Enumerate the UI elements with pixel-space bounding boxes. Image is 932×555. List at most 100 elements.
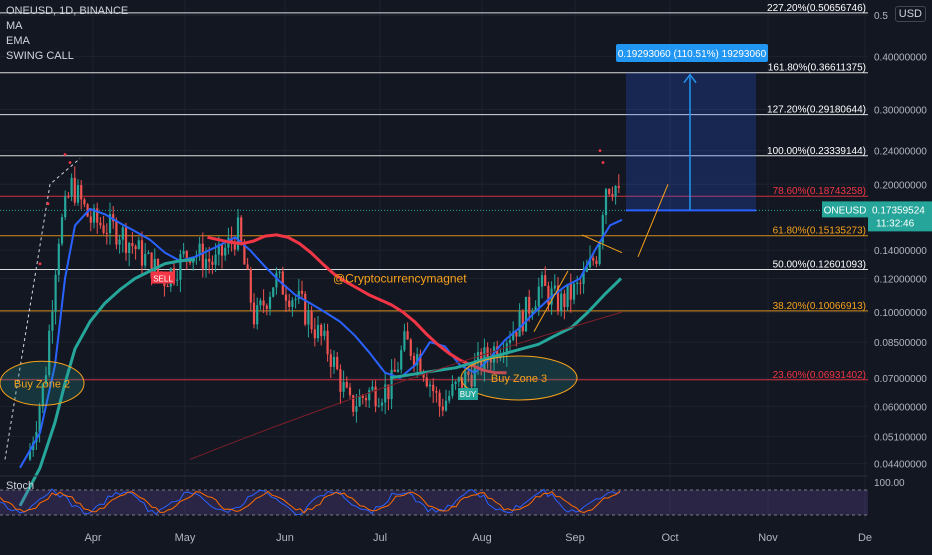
long-ma-line — [189, 311, 623, 460]
candle-body — [377, 405, 380, 407]
price-tick-label: 0.04400000 — [874, 460, 927, 471]
stoch-legend[interactable]: Stoch — [6, 480, 35, 492]
candle-body — [246, 264, 249, 270]
stoch-band — [0, 490, 868, 515]
candle-body — [284, 294, 288, 301]
candle-body — [409, 339, 412, 356]
buy-zone-2-label: Buy Zone 2 — [14, 378, 70, 390]
candle-body — [268, 296, 272, 309]
time-tick-label: Nov — [758, 532, 778, 544]
candle-body — [569, 283, 572, 300]
candle-body — [121, 227, 124, 240]
candle-body — [416, 354, 419, 366]
time-tick-label: Sep — [565, 532, 585, 544]
legend-swing-call[interactable]: SWING CALL — [6, 50, 74, 62]
price-tick-label: 0.08500000 — [874, 338, 927, 349]
moving-averages — [4, 158, 623, 507]
candle-body — [204, 258, 208, 269]
candle-body — [288, 300, 291, 307]
fib-label: 38.20%(0.10066913) — [773, 301, 866, 312]
legend-ema[interactable]: EMA — [6, 35, 30, 47]
fib-label: 100.00%(0.23339144) — [767, 146, 866, 157]
candle-body — [585, 267, 588, 272]
stoch-k-line — [0, 488, 621, 516]
candle-body — [582, 271, 585, 284]
candle-body — [540, 275, 544, 287]
candle-body — [48, 330, 51, 376]
candle-body — [499, 354, 502, 359]
price-tick-label: 0.12000000 — [874, 275, 927, 286]
candle-body — [352, 395, 355, 412]
candle-body — [118, 239, 121, 245]
candle-body — [374, 386, 377, 407]
candle-body — [524, 296, 528, 332]
currency-badge[interactable]: USD — [894, 6, 926, 22]
candle-body — [233, 241, 236, 250]
time-axis[interactable]: Apr May Jun Jul Aug Sep Oct Nov De — [0, 475, 872, 544]
candle-body — [560, 293, 563, 312]
candle-body — [361, 395, 364, 399]
candle-body — [278, 271, 281, 273]
candle-body — [339, 369, 342, 392]
price-badge — [868, 201, 932, 232]
candle-body — [566, 283, 569, 307]
candle-body — [211, 261, 214, 265]
candle-body — [342, 382, 345, 392]
candle-body — [601, 215, 604, 243]
candle-body — [521, 311, 524, 332]
candle-body — [80, 185, 83, 200]
candle-body — [124, 227, 128, 253]
candle-body — [512, 331, 515, 341]
candle-body — [198, 243, 201, 256]
chart-legend: ONEUSD, 1D, BINANCE MA EMA SWING CALL — [6, 4, 128, 64]
candle-body — [60, 217, 64, 244]
candle-body — [294, 299, 297, 301]
stoch-pane: 100.00 — [0, 478, 905, 516]
candle-body — [147, 252, 150, 254]
price-tick-label: 0.07000000 — [874, 374, 927, 385]
time-tick-label: Apr — [84, 532, 101, 544]
candle-body — [364, 398, 368, 401]
grid — [0, 0, 868, 520]
legend-symbol[interactable]: ONEUSD, 1D, BINANCE — [6, 5, 129, 17]
candle-body — [467, 371, 470, 375]
candle-body — [150, 252, 153, 279]
buy-signal-box — [458, 388, 478, 401]
candle-body — [432, 384, 435, 392]
candle-body — [537, 286, 540, 307]
candle-body — [556, 285, 560, 312]
candle-body — [608, 189, 611, 195]
time-tick-label: May — [175, 532, 196, 544]
candle-body — [128, 242, 131, 253]
candle-body — [208, 258, 211, 262]
price-axis[interactable]: 0.5 0.40000000 0.30000000 0.24000000 0.20000… — [874, 11, 927, 470]
legend-ma[interactable]: MA — [6, 20, 23, 32]
candle-body — [156, 258, 160, 272]
trend-arrow — [581, 234, 623, 254]
candle-body — [179, 254, 182, 280]
candle-body — [336, 356, 339, 370]
time-tick-label: De — [858, 532, 872, 544]
buy-zone-3-ellipse — [460, 355, 578, 401]
candle-body — [201, 243, 204, 269]
price-range-tool[interactable]: 0.19293060 (110.51%) 19293060 — [616, 44, 768, 212]
candle-body — [604, 189, 608, 216]
price-badge-value: 0.17359524 — [872, 205, 925, 216]
candle-body — [400, 350, 403, 370]
trend-arrow — [637, 184, 669, 257]
candle-body — [105, 232, 108, 234]
last-price-badge: ONEUSD 0.17359524 11:32:46 — [822, 201, 932, 232]
candle-body — [412, 355, 416, 366]
buy-zone-2-ellipse — [0, 360, 85, 406]
candle-body — [438, 392, 441, 407]
candle-body — [473, 362, 476, 387]
price-tick-label: 0.24000000 — [874, 147, 927, 158]
candle-body — [236, 217, 240, 250]
candle-body — [393, 369, 396, 372]
candle-body — [380, 402, 384, 406]
swing-line — [4, 158, 81, 460]
candle-body — [547, 285, 550, 305]
candle-body — [76, 185, 80, 203]
